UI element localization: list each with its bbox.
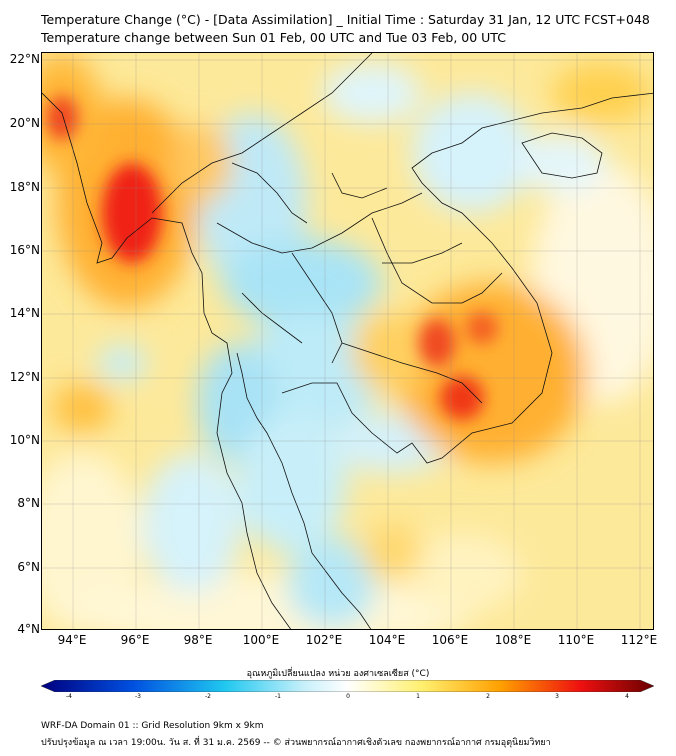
colorbar-tick: 2 [486, 693, 490, 700]
model-info: WRF-DA Domain 01 :: Grid Resolution 9km … [41, 721, 264, 731]
lon-label-112e: 112°E [620, 633, 658, 647]
lon-label-96e: 96°E [120, 633, 150, 647]
lon-label-94e: 94°E [57, 633, 87, 647]
lat-label-22n: 22°N [9, 52, 40, 66]
colorbar-tick: 3 [555, 693, 559, 700]
colorbar-title: อุณหภูมิเปลี่ยนแปลง หน่วย องศาเซลเซียส (… [246, 669, 430, 679]
lat-label-20n: 20°N [9, 116, 40, 130]
colorbar-tick: 4 [625, 693, 629, 700]
colorbar-tick: -1 [275, 693, 281, 700]
lon-label-106e: 106°E [431, 633, 469, 647]
lon-label-110e: 110°E [557, 633, 595, 647]
lon-label-100e: 100°E [242, 633, 280, 647]
colorbar-tick: -4 [66, 693, 72, 700]
colorbar-tick: 0 [346, 693, 350, 700]
gridlines [42, 53, 653, 629]
lat-label-6n: 6°N [17, 560, 40, 574]
colorbar-tick: -3 [135, 693, 141, 700]
colorbar-tick: 1 [416, 693, 420, 700]
colorbar-tick: -2 [205, 693, 211, 700]
coastlines [42, 53, 653, 629]
lat-label-8n: 8°N [17, 496, 40, 510]
lat-label-14n: 14°N [9, 306, 40, 320]
colorbar-gradient [41, 680, 654, 692]
lat-label-18n: 18°N [9, 180, 40, 194]
lat-label-10n: 10°N [9, 433, 40, 447]
lat-label-12n: 12°N [9, 370, 40, 384]
lat-label-16n: 16°N [9, 243, 40, 257]
credit-line: ปรับปรุงข้อมูล ณ เวลา 19:00น. วัน ส. ที่… [41, 738, 551, 748]
lon-label-104e: 104°E [368, 633, 406, 647]
lon-label-102e: 102°E [305, 633, 343, 647]
map-subtitle: Temperature change between Sun 01 Feb, 0… [41, 30, 506, 45]
colorbar [41, 680, 654, 692]
map-title: Temperature Change (°C) - [Data Assimila… [41, 12, 650, 27]
lat-label-4n: 4°N [17, 622, 40, 636]
lon-label-108e: 108°E [494, 633, 532, 647]
lon-label-98e: 98°E [183, 633, 213, 647]
temperature-change-map [41, 52, 654, 630]
map-canvas [42, 53, 653, 629]
